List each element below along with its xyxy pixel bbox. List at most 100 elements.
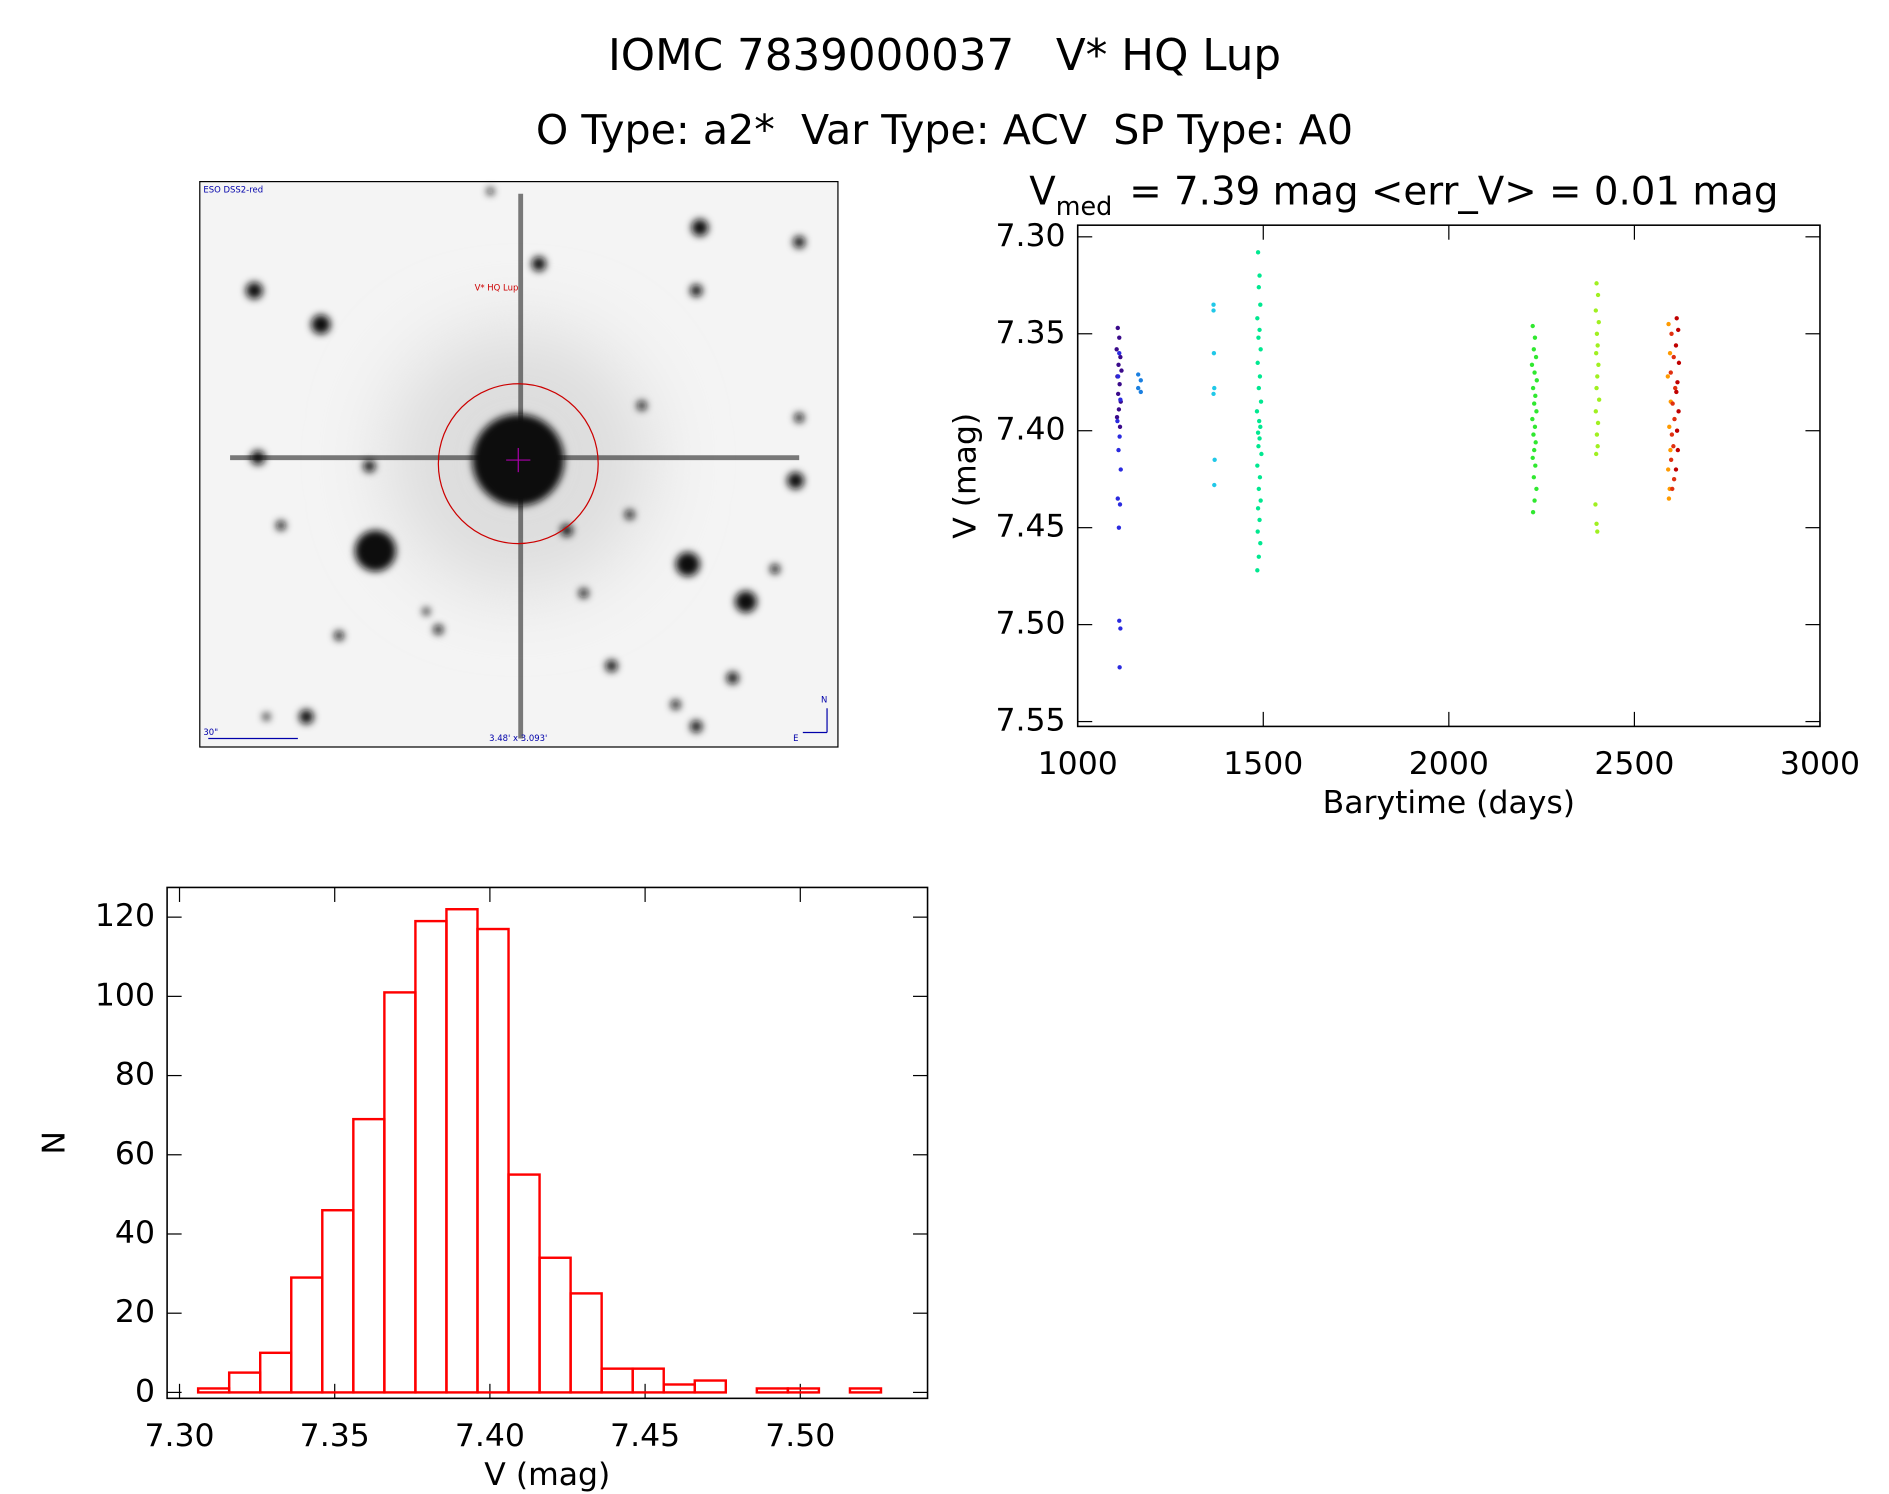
point: [1114, 347, 1119, 352]
point: [1116, 525, 1122, 530]
point: [1666, 496, 1672, 501]
point: [1594, 385, 1599, 391]
point: [1676, 409, 1681, 414]
point: [1257, 517, 1262, 523]
point: [1258, 302, 1263, 307]
x-axis-label: V (mag): [484, 1457, 610, 1493]
point: [1596, 362, 1601, 367]
point: [1530, 385, 1536, 391]
point: [1530, 416, 1535, 422]
point: [1596, 319, 1601, 325]
point: [1119, 368, 1124, 373]
point: [1255, 506, 1261, 511]
histogram-bar: [569, 1292, 603, 1394]
point: [1117, 335, 1122, 340]
histogram-bar: [848, 1387, 883, 1394]
x-tick-label: 3000: [1780, 746, 1860, 782]
point: [1257, 436, 1262, 441]
point: [1116, 447, 1121, 453]
x-tick-label: 1500: [1223, 746, 1303, 782]
y-tick-label: 120: [95, 898, 155, 934]
point: [1674, 428, 1680, 433]
point: [1117, 502, 1123, 507]
point: [1255, 360, 1260, 366]
point: [1254, 409, 1260, 414]
point: [1595, 292, 1601, 298]
point: [1533, 354, 1539, 360]
point: [1255, 568, 1260, 573]
point: [1593, 409, 1598, 414]
point: [1594, 281, 1599, 286]
point: [1670, 401, 1675, 406]
point: [1212, 482, 1217, 488]
point: [1595, 374, 1600, 379]
point: [1258, 399, 1264, 404]
point: [1532, 401, 1537, 406]
point: [1257, 273, 1262, 278]
x-tick-label: 1000: [1038, 746, 1118, 782]
scale-label: 30": [203, 727, 218, 737]
y-tick-label: 7.50: [996, 606, 1066, 642]
histogram-bar: [227, 1371, 262, 1394]
y-tick-label: 80: [115, 1057, 155, 1093]
y-axis-label: V (mag): [947, 413, 983, 539]
point: [1256, 335, 1261, 340]
histogram-bar: [476, 927, 510, 1394]
point: [1675, 380, 1680, 385]
point: [1117, 382, 1122, 387]
point: [1534, 486, 1539, 492]
y-tick-label: 60: [115, 1136, 155, 1172]
point: [1257, 475, 1263, 480]
point: [1674, 316, 1679, 321]
y-tick-label: 0: [135, 1373, 155, 1409]
x-axis-label: Barytime (days): [1323, 785, 1575, 821]
plot-title: Vmed = 7.39 mag <err_V> = 0.01 mag: [1029, 169, 1778, 221]
point: [1593, 502, 1598, 507]
point: [1532, 335, 1538, 340]
point: [1212, 385, 1217, 391]
histogram-bar: [352, 1117, 386, 1394]
point: [1138, 389, 1143, 395]
point: [1668, 447, 1673, 453]
point: [1534, 409, 1539, 414]
point: [1532, 424, 1538, 430]
histogram-bar: [383, 991, 417, 1394]
point: [1669, 331, 1674, 336]
point: [1255, 316, 1260, 321]
plot-frame: [166, 886, 929, 1400]
point: [1212, 457, 1217, 462]
size-label: 3.48' x 3.093': [489, 733, 547, 743]
point: [1532, 498, 1537, 503]
point: [1256, 385, 1261, 391]
y-axis-label: N: [37, 1131, 73, 1155]
point: [1530, 323, 1535, 329]
point: [1211, 391, 1216, 397]
point: [1257, 418, 1262, 424]
title-symbol: V: [1029, 169, 1056, 214]
point: [1531, 347, 1537, 352]
histogram-bar: [538, 1256, 572, 1394]
east-label: E: [793, 733, 798, 743]
point: [1595, 529, 1600, 534]
point: [1115, 374, 1121, 379]
point: [1136, 385, 1141, 391]
point: [1258, 347, 1263, 352]
x-tick-label: 7.45: [610, 1418, 680, 1454]
histogram-bar: [786, 1387, 821, 1394]
point: [1667, 424, 1672, 430]
north-label: N: [821, 694, 827, 704]
x-tick-label: 7.50: [765, 1418, 835, 1454]
subtitle: O Type: a2* Var Type: ACV SP Type: A0: [536, 106, 1353, 154]
point: [1255, 529, 1260, 534]
point: [1672, 416, 1677, 422]
point: [1116, 407, 1122, 412]
point: [1529, 362, 1535, 367]
point: [1117, 618, 1122, 623]
point: [1258, 424, 1263, 430]
point: [1211, 350, 1217, 356]
point: [1667, 350, 1673, 356]
y-tick-label: 100: [95, 977, 155, 1013]
sky-image: [199, 180, 839, 748]
